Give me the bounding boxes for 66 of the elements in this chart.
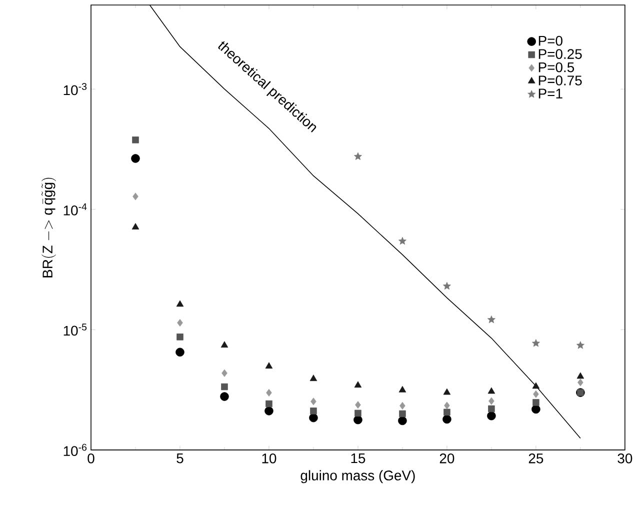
point <box>176 300 184 307</box>
x-tick-label: 30 <box>618 453 632 464</box>
point <box>532 399 540 406</box>
legend-label: P=1 <box>538 88 562 98</box>
legend-label: P=0 <box>538 36 562 46</box>
point <box>310 408 317 414</box>
point <box>399 410 406 418</box>
point <box>131 154 140 163</box>
point <box>310 374 318 382</box>
y-axis-title: $\mathrm{BR(Z\ {-}{>}\ q}\,\bar{\mathrm{q}}\tilde{\mathrm{g}}\tilde{\mathrm{g}}\mathrm{)}$ <box>42 178 56 278</box>
point <box>266 400 272 408</box>
point <box>177 319 183 327</box>
point <box>354 152 362 160</box>
x-tick-label: 15 <box>351 453 366 464</box>
y-tick-label: 10$^{-6}$ <box>64 444 87 456</box>
point <box>398 237 406 245</box>
point <box>355 401 361 409</box>
point <box>220 341 228 348</box>
point <box>354 410 362 417</box>
point <box>488 405 495 412</box>
point <box>488 387 496 394</box>
point <box>444 402 450 410</box>
y-tick-label: 10$^{-3}$ <box>64 83 87 96</box>
point <box>265 362 273 369</box>
point <box>132 192 138 200</box>
point <box>488 397 494 405</box>
x-tick-label: 25 <box>528 453 544 464</box>
point <box>487 316 496 324</box>
x-tick-label: 5 <box>176 453 184 464</box>
point <box>132 136 139 144</box>
x-tick-label: 0 <box>88 453 94 464</box>
point <box>400 402 406 410</box>
point <box>487 412 496 420</box>
point <box>354 415 362 424</box>
x-tick-label: 10 <box>262 453 276 464</box>
y-tick-label: 10$^{-5}$ <box>64 324 87 336</box>
point <box>532 382 540 389</box>
y-tick-label: 10$^{-4}$ <box>64 203 87 216</box>
point <box>398 416 407 426</box>
point <box>176 348 184 357</box>
point <box>221 383 228 390</box>
point <box>309 413 318 422</box>
point <box>442 414 452 424</box>
point <box>533 390 539 398</box>
point <box>442 282 451 290</box>
point <box>222 369 228 377</box>
point <box>576 372 584 379</box>
legend-label: P=0.5 <box>538 62 574 72</box>
point <box>310 398 316 406</box>
point <box>444 408 450 416</box>
point <box>354 381 362 388</box>
x-tick-label: 20 <box>440 453 454 464</box>
point <box>264 406 274 416</box>
legend-label: P=0.25 <box>538 49 582 60</box>
point <box>132 223 140 230</box>
point <box>576 341 584 349</box>
point <box>398 386 406 392</box>
point <box>532 339 540 347</box>
point <box>266 388 272 397</box>
x-axis-title: gluino mass (GeV) <box>300 470 415 484</box>
point <box>443 388 451 395</box>
legend-label: P=0.75 <box>538 76 582 86</box>
point <box>220 392 229 401</box>
point <box>578 378 584 386</box>
point <box>176 334 184 340</box>
point <box>532 404 540 414</box>
